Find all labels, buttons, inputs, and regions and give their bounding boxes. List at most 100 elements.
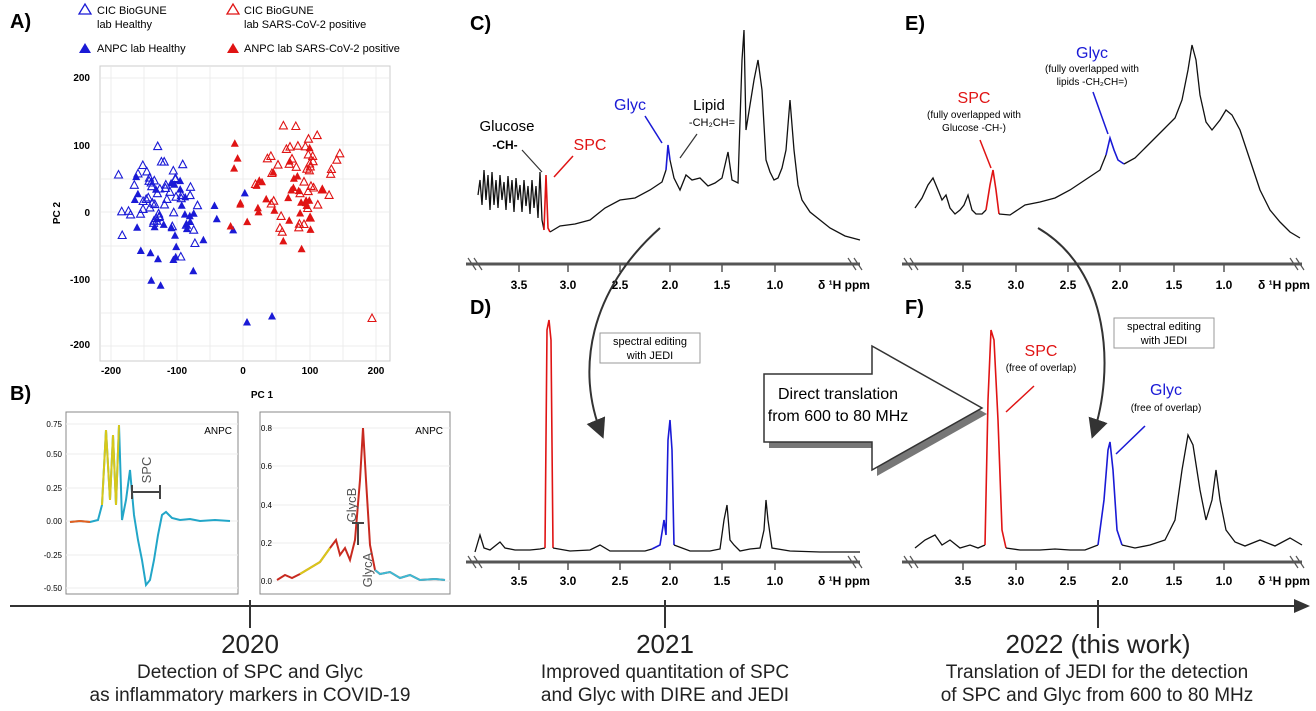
pca-point-anpc-healthy: [159, 220, 168, 228]
e-ppm-tick: 2.0: [1112, 278, 1129, 292]
pca-point-anpc-healthy: [130, 195, 139, 203]
c-trace-spc: [543, 174, 551, 233]
pca-point-anpc-positive: [294, 186, 303, 195]
pca-point-anpc-positive: [297, 244, 306, 253]
e-trace-left: [914, 176, 987, 215]
pca-point-cic-positive: [306, 180, 316, 190]
f-ppm-tick: 2.5: [1060, 574, 1077, 588]
pca-point-cic-healthy: [152, 140, 163, 151]
pca-point-anpc-healthy: [243, 318, 251, 326]
f-trace-left: [914, 534, 986, 549]
panel-b-right-plot: 0.8 0.6 0.4 0.2 0.0 ANPC GlycB GlycA: [259, 411, 451, 595]
direct-translation-arrow: Direct translation from 600 to 80 MHz: [763, 344, 987, 476]
c-glucose-sub: -CH-: [492, 138, 517, 152]
pca-point-cic-healthy: [185, 189, 196, 200]
pca-point-cic-healthy: [189, 237, 200, 248]
legend-marker-cic-positive: [225, 2, 241, 15]
c-spc-label: SPC: [574, 137, 607, 154]
d-editing-box: [599, 332, 701, 364]
pca-point-anpc-positive: [254, 207, 263, 216]
pca-point-anpc-positive: [230, 139, 239, 147]
d-trace-mid: [552, 544, 653, 552]
pca-point-anpc-positive: [284, 193, 293, 202]
panel-f-label: F): [905, 297, 924, 319]
pca-ytick: 100: [73, 141, 90, 152]
pca-ytick: -100: [70, 275, 90, 286]
pca-y-axis-label: PC 2: [52, 201, 63, 224]
pca-point-anpc-healthy: [136, 246, 145, 254]
timeline-caption-2022-line2: of SPC and Glyc from 600 to 80 MHz: [940, 685, 1254, 706]
pca-point-cic-healthy: [185, 181, 196, 191]
f-ppm-tick: 1.0: [1216, 574, 1233, 588]
pca-point-cic-healthy: [116, 206, 127, 216]
c-ppm-tick: 2.5: [612, 278, 629, 292]
pca-point-cic-positive: [304, 158, 315, 168]
b-right-trace-yellow: [299, 547, 331, 575]
pca-point-anpc-healthy: [177, 201, 186, 209]
c-lipid-label: Lipid: [693, 97, 725, 114]
pca-point-anpc-healthy: [154, 254, 162, 263]
pca-point-cic-positive: [324, 189, 335, 199]
pca-point-cic-positive: [293, 222, 304, 232]
pca-xtick: -200: [101, 366, 121, 377]
legend-cic-positive-line2: lab SARS-CoV-2 positive: [244, 19, 366, 31]
pca-point-anpc-positive: [289, 183, 298, 191]
b-left-ytick: 0.50: [46, 450, 62, 459]
legend-anpc-healthy: ANPC lab Healthy: [97, 43, 186, 55]
pca-point-anpc-healthy: [180, 210, 189, 218]
pca-point-anpc-healthy: [212, 214, 221, 223]
f-ppm-label: δ ¹H ppm: [1258, 574, 1310, 588]
pca-point-cic-healthy: [135, 208, 146, 218]
legend-marker-anpc-healthy: [79, 43, 91, 53]
pca-point-anpc-healthy: [146, 248, 155, 257]
f-trace-spc: [984, 329, 1007, 549]
pca-point-anpc-healthy: [240, 188, 249, 197]
pca-point-cic-healthy: [159, 199, 170, 209]
pca-point-cic-positive: [294, 218, 305, 228]
pca-point-cic-healthy: [144, 172, 155, 182]
pca-point-cic-healthy: [171, 191, 181, 201]
e-ppm-tick: 1.5: [1166, 278, 1183, 292]
pca-x-axis-label: PC 1: [251, 390, 274, 401]
pca-point-anpc-healthy: [176, 176, 185, 185]
c-ppm-tick: 1.5: [714, 278, 731, 292]
pca-point-cic-positive: [262, 153, 273, 163]
pca-point-anpc-healthy: [167, 223, 176, 232]
e-ppm-label: δ ¹H ppm: [1258, 278, 1310, 292]
b-left-trace-orange: [69, 519, 91, 523]
f-ppm-tick: 3.0: [1008, 574, 1025, 588]
timeline-caption-2020-line1: Detection of SPC and Glyc: [137, 662, 363, 683]
d-trace-glyc: [651, 419, 675, 550]
e-ppm-tick: 2.5: [1060, 278, 1077, 292]
pca-point-anpc-positive: [269, 168, 278, 176]
pca-point-anpc-positive: [306, 225, 315, 233]
f-ppm-tick: 1.5: [1166, 574, 1183, 588]
timeline-year-2020: 2020: [221, 629, 279, 659]
e-trace-right: [1123, 44, 1301, 239]
e-glyc-note2: lipids -CH₂CH=): [1057, 77, 1128, 88]
pca-point-anpc-healthy: [182, 220, 191, 228]
legend-anpc-positive: ANPC lab SARS-CoV-2 positive: [244, 43, 400, 55]
pca-point-cic-healthy: [188, 224, 199, 234]
b-right-ytick: 0.8: [261, 424, 273, 433]
pca-point-cic-positive: [303, 133, 314, 143]
pca-point-cic-positive: [325, 168, 336, 178]
c-trace-glyc: [665, 144, 671, 171]
pca-grid: [101, 67, 389, 360]
pca-point-cic-healthy: [149, 198, 160, 209]
e-ppm-tick: 3.0: [1008, 278, 1025, 292]
pca-point-cic-healthy: [151, 212, 162, 223]
pca-point-anpc-healthy: [176, 185, 185, 193]
d-trace-left: [474, 532, 546, 553]
pca-point-anpc-positive: [301, 198, 310, 207]
pca-point-cic-healthy: [153, 208, 164, 218]
pca-ytick: 0: [84, 208, 90, 219]
timeline-caption-2021-line2: and Glyc with DIRE and JEDI: [540, 685, 790, 706]
d-editing-line1: spectral editing: [613, 336, 687, 348]
pca-xtick: -100: [167, 366, 187, 377]
timeline-caption-2020-line2: as inflammatory markers in COVID-19: [89, 685, 411, 706]
panel-d-label: D): [470, 297, 491, 319]
f-spc-note: (free of overlap): [1006, 363, 1077, 374]
pca-point-cic-healthy: [146, 177, 157, 187]
pca-point-anpc-healthy: [181, 192, 190, 201]
